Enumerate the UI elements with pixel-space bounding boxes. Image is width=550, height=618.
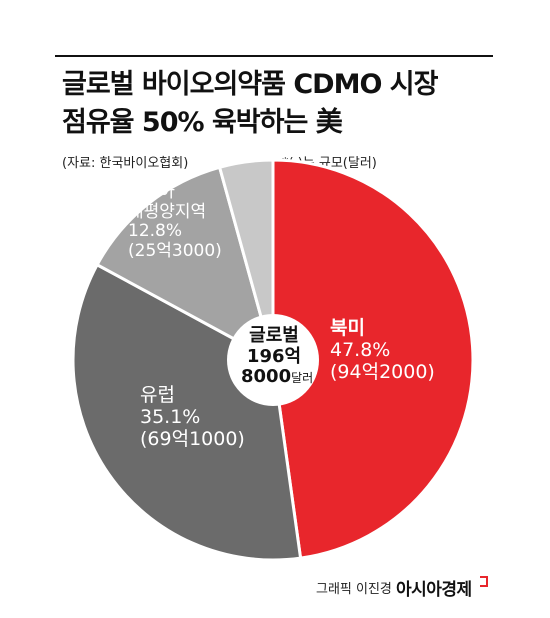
north-america-name: 북미: [330, 317, 365, 339]
asia-pacific-name-line2: 태평양지역: [128, 201, 207, 222]
slice-other: [217, 158, 275, 361]
center-label: 글로벌 196억 8000달러: [241, 325, 313, 388]
center-label-line2: 196억: [246, 345, 302, 367]
brand-logo: 아시아경제: [396, 580, 472, 600]
asia-pacific-name-line1: 아시아: [128, 182, 175, 202]
center-label-line3: 8000달러: [241, 366, 313, 388]
label-asia-pacific: 아시아 태평양지역 12.8% (25억3000): [128, 182, 222, 261]
asia-pacific-amount: (25억3000): [128, 240, 222, 261]
chart-title-line2: 점유율 50% 육박하는 美: [62, 107, 343, 138]
source-note: (자료: 한국바이오협회): [62, 156, 189, 171]
label-europe: 유럽 35.1% (69억1000): [140, 384, 245, 451]
center-label-line1: 글로벌: [249, 325, 299, 346]
europe-name: 유럽: [140, 384, 175, 406]
europe-percent: 35.1%: [140, 405, 201, 428]
chart-title-line1: 글로벌 바이오의약품 CDMO 시장: [62, 69, 439, 100]
center-total-number: 8000: [241, 366, 292, 388]
slice-north-america: [271, 158, 475, 560]
north-america-percent: 47.8%: [330, 338, 391, 361]
slice-europe: [71, 262, 303, 562]
graphic-credit: 그래픽 이진경: [316, 582, 392, 597]
north-america-amount: (94억2000): [330, 360, 435, 383]
label-north-america: 북미 47.8% (94억2000): [330, 317, 435, 384]
title-rule: [55, 55, 493, 57]
asia-pacific-percent: 12.8%: [128, 221, 183, 242]
brand-mark-icon: [480, 576, 488, 587]
center-total-unit: 달러: [291, 371, 314, 386]
slice-asia-pacific: [95, 165, 276, 363]
center-hole: [227, 314, 319, 406]
europe-amount: (69억1000): [140, 427, 245, 450]
